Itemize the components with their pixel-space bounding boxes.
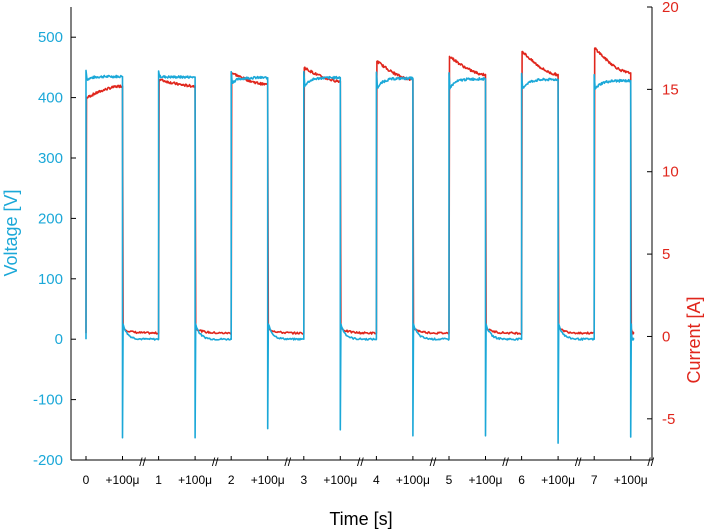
y-right-tick-label: 15	[662, 81, 679, 98]
y-left-tick-label: 100	[38, 271, 63, 288]
voltage-line	[85, 69, 635, 444]
x-axis-title: Time [s]	[329, 509, 392, 529]
y-left-tick-label: 0	[55, 331, 63, 348]
series-current	[85, 47, 635, 335]
x-tick-label: 6	[518, 473, 525, 487]
y-right-tick-label: -5	[662, 411, 675, 428]
x-tick-label: +100μ	[396, 473, 430, 487]
current-line	[85, 47, 635, 335]
x-tick-label: 3	[300, 473, 307, 487]
x-axis-break-marker: //	[139, 455, 146, 469]
y-left-tick-label: 400	[38, 90, 63, 107]
x-axis-break-marker: //	[212, 455, 219, 469]
x-axis-break-marker: //	[502, 455, 509, 469]
x-tick-label: +100μ	[323, 473, 357, 487]
x-axis-break-marker: //	[575, 455, 582, 469]
x-tick-label: +100μ	[614, 473, 648, 487]
y-left-tick-label: 300	[38, 150, 63, 167]
x-tick-label: 0	[83, 473, 90, 487]
y-right-tick-label: 10	[662, 164, 679, 181]
x-tick-label: +100μ	[106, 473, 140, 487]
y-left-axis-title: Voltage [V]	[1, 189, 21, 276]
x-tick-label: 5	[446, 473, 453, 487]
x-tick-label: +100μ	[251, 473, 285, 487]
series-voltage	[85, 69, 635, 444]
x-axis-break-marker: //	[430, 455, 437, 469]
y-left-tick-label: -200	[33, 452, 63, 469]
y-right-axis-title: Current [A]	[684, 296, 704, 383]
x-tick-label: 1	[155, 473, 162, 487]
x-tick-label: +100μ	[541, 473, 575, 487]
x-axis-break-marker: //	[284, 455, 291, 469]
y-left-tick-label: -100	[33, 392, 63, 409]
x-tick-label: +100μ	[178, 473, 212, 487]
x-tick-label: 4	[373, 473, 380, 487]
y-right-tick-label: 20	[662, 0, 679, 16]
x-tick-label: 2	[228, 473, 235, 487]
axes	[70, 6, 653, 461]
x-axis-break-marker: //	[357, 455, 364, 469]
y-right-tick-label: 0	[662, 328, 670, 345]
x-tick-label: +100μ	[469, 473, 503, 487]
y-right-tick-label: 5	[662, 246, 670, 263]
y-left-tick-label: 500	[38, 29, 63, 46]
x-tick-label: 7	[591, 473, 598, 487]
y-left-tick-label: 200	[38, 210, 63, 227]
x-axis-break-marker: //	[647, 455, 654, 469]
